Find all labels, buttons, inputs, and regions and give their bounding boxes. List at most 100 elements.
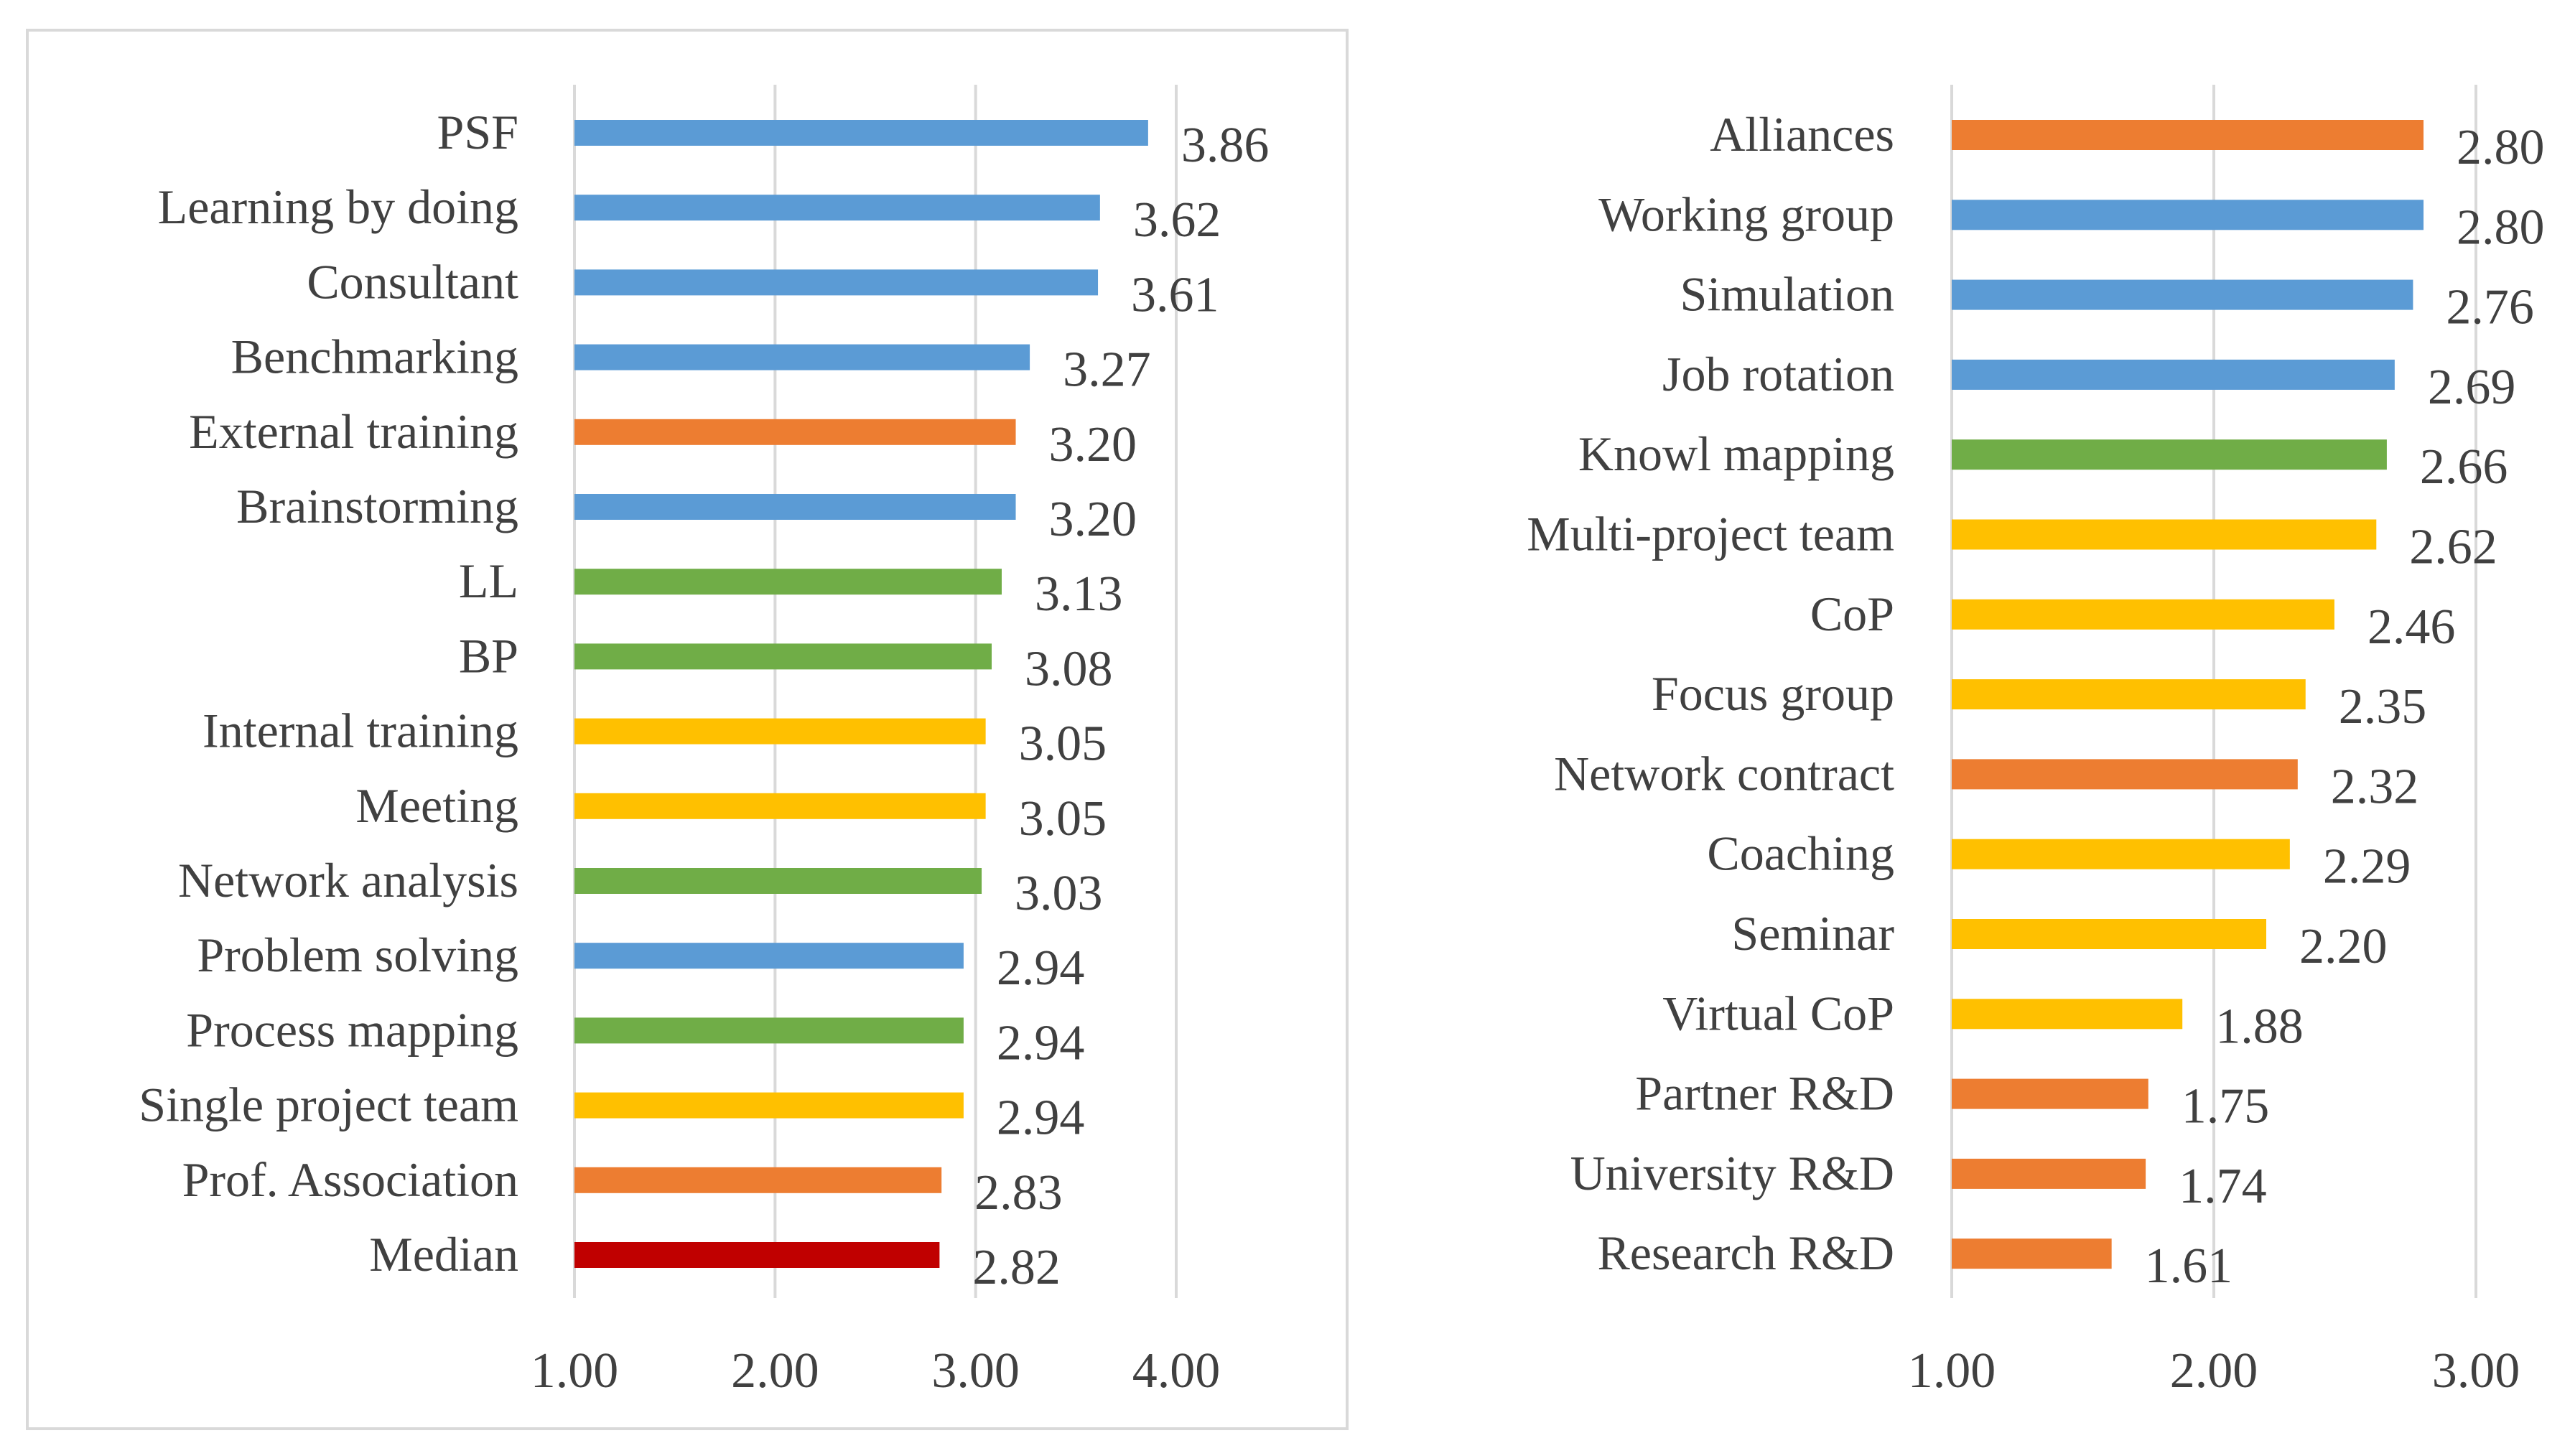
left-bar [574, 344, 1030, 370]
left-value-label: 2.83 [974, 1165, 1063, 1221]
left-value-label: 3.13 [1035, 566, 1123, 622]
left-bar-chart: 1.00 2.00 3.00 4.00 PSF 3.86 Learning by doing… [139, 85, 1270, 1399]
right-value-label: 2.66 [2420, 439, 2508, 495]
right-bar [1952, 1158, 2146, 1189]
right-bar [1952, 1078, 2148, 1109]
left-category-label: Median [369, 1227, 518, 1282]
left-x-tick-label: 3.00 [931, 1343, 1020, 1399]
right-category-label: Job rotation [1662, 347, 1894, 401]
left-category-label: PSF [437, 105, 518, 159]
right-bar [1952, 839, 2290, 869]
left-value-label: 3.03 [1015, 866, 1103, 921]
right-bar [1952, 519, 2377, 550]
right-value-label: 2.80 [2457, 120, 2545, 175]
left-value-label: 2.94 [997, 941, 1085, 996]
left-category-label: Internal training [202, 704, 518, 758]
right-value-label: 2.76 [2446, 280, 2534, 335]
right-bar-chart: 1.00 2.00 3.00 Alliances 2.80 Working group 2.… [1527, 85, 2545, 1399]
right-category-label: Partner R&D [1635, 1066, 1894, 1121]
left-category-label: BP [459, 628, 518, 683]
left-bar [574, 868, 982, 894]
right-category-label: Alliances [1710, 107, 1894, 162]
right-category-label: Seminar [1731, 906, 1894, 961]
left-bar [574, 269, 1099, 296]
left-category-label: Problem solving [197, 928, 518, 982]
left-bar [574, 569, 1002, 595]
right-bar [1952, 1238, 2112, 1269]
right-category-label: Simulation [1680, 267, 1894, 322]
left-value-label: 3.05 [1019, 791, 1107, 846]
left-bar [574, 419, 1016, 445]
right-category-label: Multi-project team [1527, 507, 1894, 561]
right-bar [1952, 359, 2395, 390]
left-category-label: Meeting [355, 778, 518, 833]
left-category-label: Brainstorming [236, 479, 518, 533]
left-category-label: Learning by doing [158, 179, 518, 234]
right-value-label: 2.46 [2368, 599, 2456, 655]
left-category-label: Network analysis [178, 853, 518, 907]
right-value-label: 2.69 [2428, 360, 2516, 415]
right-value-label: 1.88 [2215, 999, 2304, 1054]
left-category-label: Prof. Association [182, 1152, 518, 1207]
right-x-tick-label: 3.00 [2432, 1343, 2520, 1399]
left-category-label: Benchmarking [231, 330, 518, 384]
left-value-label: 2.94 [997, 1015, 1085, 1070]
right-bar [1952, 120, 2424, 150]
right-value-label: 1.75 [2182, 1079, 2270, 1134]
left-bar [574, 120, 1148, 146]
right-bar [1952, 439, 2387, 470]
left-x-tick-label: 2.00 [731, 1343, 819, 1399]
right-category-label: Knowl mapping [1578, 426, 1894, 481]
left-bar [574, 643, 992, 670]
left-bar [574, 793, 986, 819]
right-category-label: CoP [1810, 587, 1894, 641]
left-value-label: 3.86 [1181, 118, 1270, 173]
right-category-label: Network contract [1554, 746, 1894, 801]
left-x-tick-label: 4.00 [1132, 1343, 1221, 1399]
right-value-label: 1.61 [2145, 1238, 2233, 1294]
right-bar [1952, 200, 2424, 230]
left-bar [574, 494, 1016, 520]
left-value-label: 3.20 [1049, 492, 1137, 547]
left-value-label: 2.82 [972, 1240, 1061, 1295]
right-value-label: 1.74 [2179, 1159, 2267, 1214]
left-value-label: 3.61 [1131, 267, 1219, 322]
left-category-label: Process mapping [186, 1002, 518, 1057]
right-category-label: Focus group [1652, 666, 1894, 721]
right-value-label: 2.20 [2299, 919, 2388, 974]
left-value-label: 3.62 [1133, 192, 1221, 248]
left-value-label: 2.94 [997, 1091, 1085, 1146]
left-category-label: Single project team [139, 1078, 518, 1132]
right-bar [1952, 279, 2413, 310]
right-category-label: Research R&D [1597, 1226, 1894, 1280]
left-x-tick-label: 1.00 [531, 1343, 619, 1399]
left-bar [574, 1017, 964, 1044]
left-category-label: LL [459, 554, 518, 608]
left-bar [574, 943, 964, 969]
right-x-tick-label: 2.00 [2170, 1343, 2258, 1399]
right-value-label: 2.62 [2409, 520, 2497, 575]
left-value-label: 3.05 [1019, 717, 1107, 772]
right-bar [1952, 759, 2298, 790]
right-category-label: Coaching [1707, 826, 1894, 881]
left-value-label: 3.08 [1025, 641, 1113, 696]
right-category-label: University R&D [1570, 1146, 1894, 1200]
left-value-label: 3.20 [1049, 417, 1137, 472]
left-bar [574, 718, 986, 745]
right-category-label: Virtual CoP [1662, 986, 1894, 1040]
right-value-label: 2.80 [2457, 200, 2545, 255]
right-bar [1952, 599, 2334, 630]
left-bar [574, 195, 1100, 221]
right-bar [1952, 999, 2183, 1030]
right-x-tick-label: 1.00 [1908, 1343, 1996, 1399]
right-value-label: 2.35 [2339, 679, 2427, 734]
left-category-label: Consultant [307, 254, 518, 309]
left-bar [574, 1092, 964, 1119]
left-category-label: External training [189, 404, 518, 459]
left-value-label: 3.27 [1063, 342, 1151, 398]
right-bar [1952, 919, 2266, 949]
right-bar [1952, 679, 2306, 710]
left-bar [574, 1242, 940, 1268]
right-value-label: 2.32 [2331, 759, 2419, 814]
right-value-label: 2.29 [2323, 839, 2411, 895]
